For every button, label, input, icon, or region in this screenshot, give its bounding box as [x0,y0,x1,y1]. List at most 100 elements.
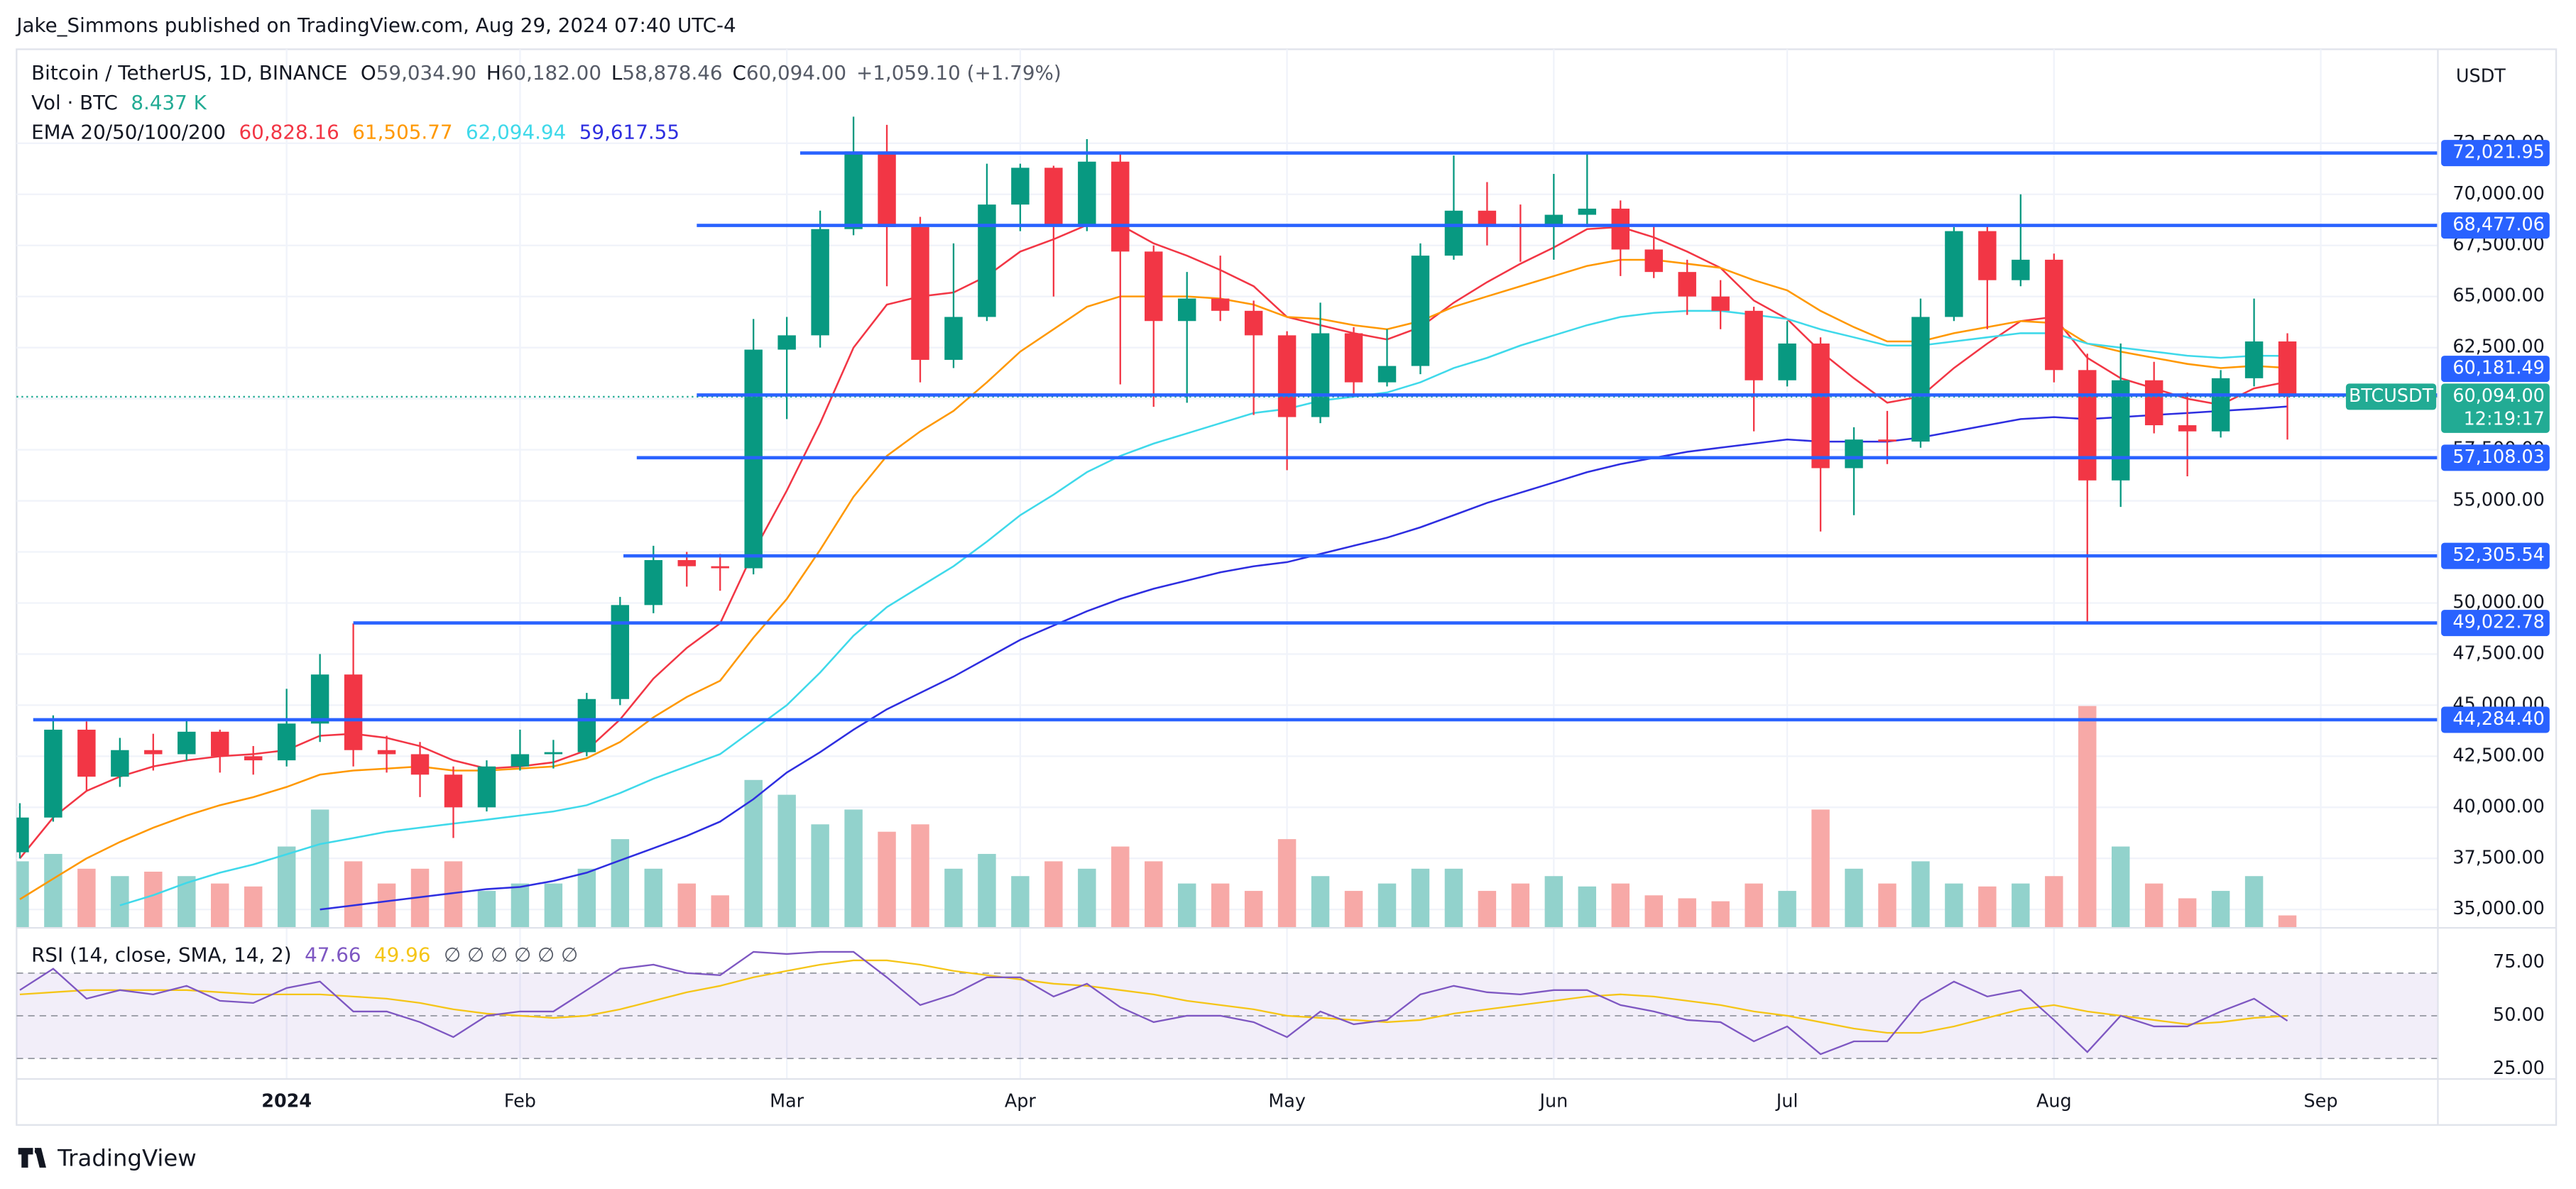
y-tick-label: 65,000.00 [2452,285,2544,306]
candle-body [211,731,229,757]
volume-bar [644,868,663,928]
volume-bar [1078,868,1096,928]
volume-bar [77,868,96,928]
volume-bar [1978,886,1997,928]
candle-body [1678,272,1696,297]
grid [16,49,2438,1079]
candle-body [1344,333,1363,383]
candle-body [944,317,963,360]
volume-bar [178,876,196,928]
ema-legend-value: 62,094.94 [466,120,566,143]
candle-body [77,729,96,777]
symbol-legend: Bitcoin / TetherUS, 1D, BINANCE O59,034.9… [31,61,1061,84]
candle-body [178,731,196,755]
volume-bar [2278,915,2297,928]
rsi-sma-line [19,959,2288,1034]
volume-bar [978,853,996,928]
candle-body [1778,343,1796,380]
candle-body [1611,208,1630,250]
volume-bar [2012,883,2030,928]
last-price-tag: BTCUSDT [2349,385,2434,406]
candle-body [2211,378,2230,432]
ohlc-label: L [611,61,623,84]
candle-body [144,750,163,755]
candle-body [978,204,996,317]
volume-bar [1177,883,1196,928]
volume-bar [1211,883,1230,928]
level-label: 52,305.54 [2452,544,2544,565]
candle-body [1177,298,1196,322]
rsi-layer [16,950,2438,1060]
candle-body [1044,168,1063,225]
level-label: 44,284.40 [2452,708,2544,729]
x-tick-label: Jul [1775,1090,1799,1111]
ema-legend-value: 60,828.16 [239,120,339,143]
candle-body [1644,249,1663,273]
volume-bar [1478,891,1497,928]
candle-body [1945,231,1963,317]
level-label: 60,181.49 [2452,357,2544,378]
candle-body [2178,425,2197,432]
candle-body [1377,366,1397,383]
rsi-value: 47.66 [305,943,361,966]
candle-body [1211,298,1230,311]
level-label: 68,477.06 [2452,214,2544,235]
candle-body [1845,439,1863,469]
candle-body [1478,210,1497,225]
ema-line [320,405,2288,911]
candle-body [1578,208,1597,215]
rsi-legend: RSI (14, close, SMA, 14, 2) 47.66 49.96 ∅ ∅… [31,943,578,966]
x-tick-label: 2024 [261,1090,312,1111]
level-label-box [2441,542,2550,569]
volume-bar [677,883,696,928]
volume-bar [611,839,630,928]
y-tick-label: 47,500.00 [2452,642,2544,663]
rsi-tick-label: 75.00 [2493,950,2545,972]
candle-body [644,560,663,606]
ema-legend-value: 59,617.55 [579,120,680,143]
volume-bar [310,809,329,928]
candle-body [844,151,863,229]
candle-body [1311,333,1330,417]
volume-bar [811,824,829,928]
volume-layer [16,706,2297,928]
candle-body [911,226,929,360]
ohlc-value: 60,094.00 [746,61,846,84]
ema-legend-label: EMA 20/50/100/200 [31,120,226,143]
candle-body [577,698,596,752]
ema-legend: EMA 20/50/100/200 60,828.16 61,505.77 62,09… [31,120,680,143]
candle-body [244,756,263,761]
volume-bar [2078,706,2097,928]
rsi-title: RSI (14, close, SMA, 14, 2) [31,943,291,966]
volume-bar [1311,876,1330,928]
axis-layer: 35,000.0037,500.0040,000.0042,500.0045,0… [261,131,2550,1111]
currency: USDT [2456,65,2506,87]
candle-body [111,750,129,777]
volume-bar [1878,883,1896,928]
tradingview-logo: TradingView [18,1144,197,1171]
level-layer [16,151,2438,722]
candle-body [677,560,696,566]
candle-body [811,229,829,336]
volume-bar [1544,876,1563,928]
volume-bar [511,883,530,928]
x-tick-label: Feb [504,1090,536,1111]
volume-bar [2244,876,2264,928]
volume-bar [277,846,296,928]
volume-bar [1711,901,1730,928]
volume-legend: Vol · BTC 8.437 K [31,91,207,114]
candle-body [277,723,296,761]
ema-line [18,224,2288,860]
candle-body [1444,210,1463,256]
candle-body [711,566,729,569]
candle-body [2144,380,2163,426]
volume-bar [1644,895,1663,928]
volume-bar [1011,876,1030,928]
candle-body [2045,259,2063,371]
volume-bar [1511,883,1530,928]
y-tick-label: 50,000.00 [2452,591,2544,612]
candle-body [1711,296,1730,311]
ohlc-value: 59,034.90 [376,61,476,84]
candle-body [1111,161,1130,252]
volume-bar [944,868,963,928]
